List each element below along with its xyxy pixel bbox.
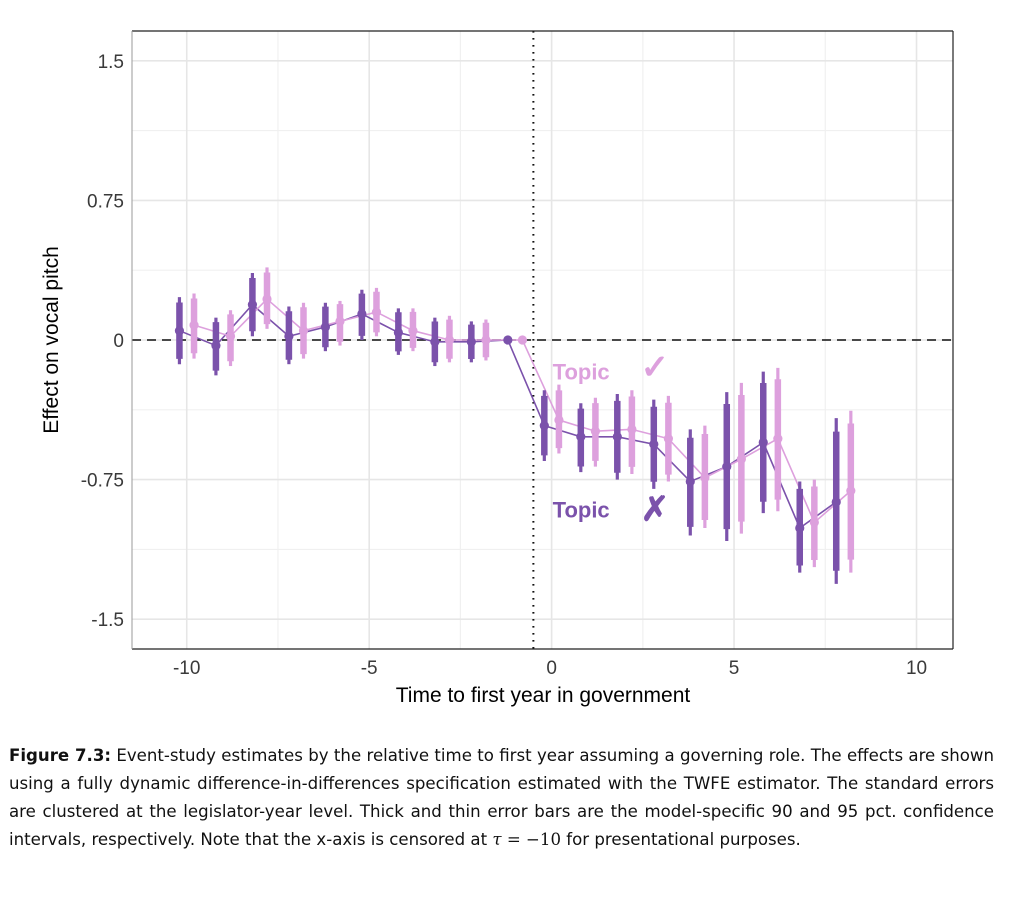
point-estimate bbox=[503, 335, 513, 345]
point-estimate bbox=[846, 486, 856, 496]
x-axis-title: Time to first year in government bbox=[396, 684, 691, 707]
point-estimate bbox=[335, 316, 345, 326]
point-estimate bbox=[189, 320, 199, 330]
point-estimate bbox=[663, 434, 673, 444]
point-estimate bbox=[393, 327, 403, 338]
point-estimate bbox=[211, 340, 221, 351]
y-tick-label: -1.5 bbox=[91, 610, 124, 631]
y-tick-label: 0.75 bbox=[87, 191, 124, 212]
point-estimate bbox=[736, 454, 746, 464]
annotation-topic-check-label: Topic bbox=[553, 360, 610, 385]
caption-text-end: for presentational purposes. bbox=[561, 830, 801, 849]
point-estimate bbox=[225, 331, 236, 341]
gridlines bbox=[132, 31, 953, 649]
point-estimate bbox=[357, 309, 367, 319]
point-estimate bbox=[773, 434, 783, 444]
y-tick-labels: 1.5 0.75 0 -0.75 -1.5 bbox=[81, 52, 124, 631]
y-tick-label: -0.75 bbox=[81, 471, 124, 492]
check-mark-icon: ✓ bbox=[641, 349, 670, 387]
point-estimate bbox=[809, 517, 819, 528]
y-axis-title: Effect on vocal pitch bbox=[40, 246, 63, 434]
point-estimate bbox=[444, 335, 455, 345]
point-estimate bbox=[685, 476, 695, 487]
point-estimate bbox=[758, 437, 768, 447]
x-tick-label: 10 bbox=[906, 658, 927, 679]
y-tick-label: 1.5 bbox=[98, 52, 124, 73]
reference-lines bbox=[132, 31, 953, 649]
caption-math: τ = −10 bbox=[492, 830, 561, 849]
point-estimate bbox=[590, 426, 601, 436]
x-tick-labels: -10 -5 0 5 10 bbox=[173, 658, 927, 679]
point-estimate bbox=[247, 300, 258, 310]
point-estimate bbox=[408, 326, 418, 336]
series-annotations: Topic ✓ Topic ✗ bbox=[553, 349, 670, 529]
point-estimate bbox=[517, 335, 528, 345]
point-estimate bbox=[481, 335, 491, 345]
cross-mark-icon: ✗ bbox=[641, 490, 670, 528]
point-estimate bbox=[371, 307, 382, 317]
x-tick-label: 5 bbox=[729, 658, 740, 679]
point-estimate bbox=[262, 294, 272, 304]
point-estimate bbox=[700, 473, 710, 483]
x-tick-label: -5 bbox=[361, 658, 378, 679]
point-estimate bbox=[649, 439, 659, 449]
annotation-topic-cross-label: Topic bbox=[553, 497, 610, 522]
point-estimate bbox=[612, 432, 622, 442]
point-estimate bbox=[298, 326, 309, 336]
point-estimate bbox=[320, 322, 330, 332]
point-estimate bbox=[539, 421, 549, 431]
point-estimate bbox=[466, 337, 476, 347]
point-estimate bbox=[174, 326, 185, 336]
point-estimate bbox=[795, 523, 805, 533]
event-study-chart: -10 -5 0 5 10 1.5 0.75 0 -0.75 -1.5 Time to firs… bbox=[40, 30, 954, 707]
plot-frame bbox=[131, 30, 954, 650]
caption-math-tau: τ bbox=[492, 830, 502, 849]
y-tick-label: 0 bbox=[113, 331, 124, 352]
point-estimate bbox=[554, 415, 564, 425]
caption-text: Event-study estimates by the relative ti… bbox=[9, 746, 994, 849]
point-estimate bbox=[576, 432, 586, 442]
figure-caption: Figure 7.3: Event-study estimates by the… bbox=[9, 742, 994, 854]
caption-math-value: = −10 bbox=[501, 830, 562, 849]
point-estimate bbox=[627, 424, 637, 434]
point-estimate bbox=[284, 331, 294, 341]
point-estimate bbox=[831, 497, 841, 507]
point-estimates bbox=[174, 294, 856, 533]
x-tick-label: -10 bbox=[173, 658, 200, 679]
point-estimate bbox=[430, 337, 440, 347]
caption-label: Figure 7.3: bbox=[9, 746, 112, 765]
point-estimate bbox=[722, 461, 732, 472]
x-tick-label: 0 bbox=[546, 658, 557, 679]
